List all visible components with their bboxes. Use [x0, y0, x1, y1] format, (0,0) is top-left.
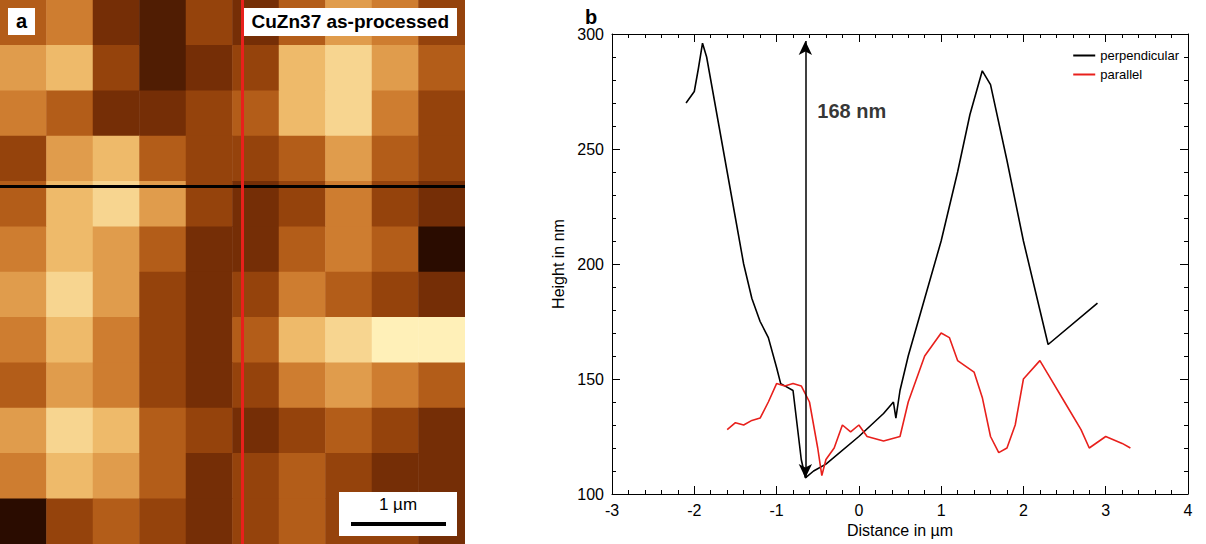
svg-text:Height in nm: Height in nm [550, 219, 567, 309]
svg-text:-3: -3 [605, 502, 619, 519]
svg-text:parallel: parallel [1100, 67, 1142, 82]
svg-text:2: 2 [1019, 502, 1028, 519]
svg-text:100: 100 [577, 486, 604, 503]
svg-text:b: b [585, 6, 597, 28]
svg-text:3: 3 [1101, 502, 1110, 519]
svg-text:150: 150 [577, 371, 604, 388]
html-text:1 µm: 1 µm [378, 495, 418, 514]
svg-text:0: 0 [854, 502, 863, 519]
svg-text:168 nm: 168 nm [817, 100, 886, 122]
html-text:CuZn37 as-processed: CuZn37 as-processed [251, 11, 449, 32]
svg-text:1: 1 [937, 502, 946, 519]
svg-text:perpendicular: perpendicular [1100, 48, 1179, 63]
svg-text:-1: -1 [769, 502, 783, 519]
html-text:a: a [16, 10, 28, 32]
svg-text:4: 4 [1184, 502, 1193, 519]
svg-text:300: 300 [577, 26, 604, 43]
svg-text:250: 250 [577, 141, 604, 158]
svg-text:200: 200 [577, 256, 604, 273]
svg-text:Distance in µm: Distance in µm [847, 522, 953, 539]
svg-text:-2: -2 [687, 502, 701, 519]
